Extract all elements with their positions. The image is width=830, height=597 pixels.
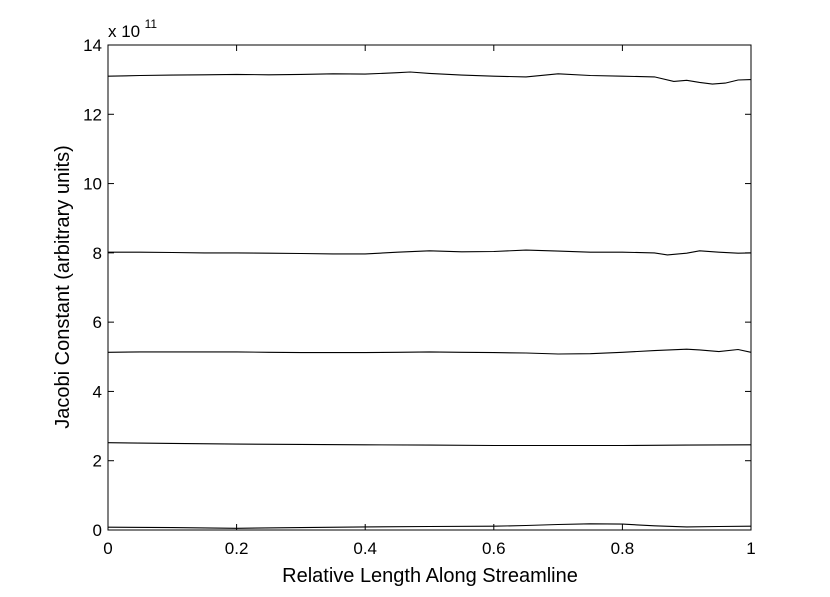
x-tick-label: 1 — [746, 539, 755, 558]
y-tick-label: 14 — [83, 36, 102, 55]
y-tick-label: 2 — [93, 452, 102, 471]
series-line-1 — [107, 71, 752, 85]
y-tick-label: 12 — [83, 105, 102, 124]
plot-lines — [107, 71, 752, 529]
y-tick-label: 8 — [93, 244, 102, 263]
x-tick-label: 0.8 — [611, 539, 635, 558]
y-axis-multiplier: x 10 11 — [108, 17, 157, 41]
y-axis-title: Jacobi Constant (arbitrary units) — [52, 145, 74, 428]
x-axis-ticks: 0 0.2 0.4 0.6 0.8 1 — [103, 45, 756, 558]
y-tick-label: 6 — [93, 313, 102, 332]
y-tick-label: 10 — [83, 175, 102, 194]
x-tick-label: 0 — [103, 539, 112, 558]
x-tick-label: 0.4 — [353, 539, 377, 558]
series-line-3 — [107, 348, 752, 355]
x-tick-label: 0.2 — [225, 539, 249, 558]
x-tick-label: 0.6 — [482, 539, 506, 558]
y-tick-label: 0 — [93, 521, 102, 540]
y-multiplier-exponent: 11 — [145, 17, 158, 31]
x-axis-title: Relative Length Along Streamline — [282, 565, 578, 587]
plot-frame — [107, 44, 752, 531]
y-multiplier-base: x 10 — [108, 22, 140, 41]
series-line-2 — [108, 249, 752, 256]
series-line-4 — [107, 442, 752, 447]
series-line-5 — [107, 523, 752, 529]
y-axis-ticks: 0 2 4 6 8 10 12 14 — [83, 36, 751, 540]
y-tick-label: 4 — [93, 382, 102, 401]
